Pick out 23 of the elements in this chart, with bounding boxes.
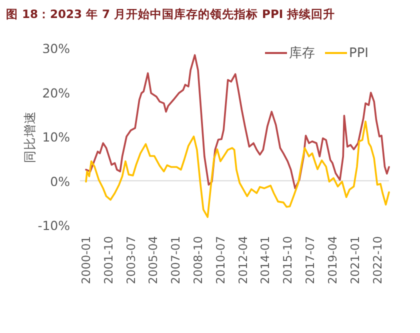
y-tick-label: 0% [50,174,70,189]
x-tick-label: 2015-10 [280,236,295,284]
y-tick-label: 10% [42,130,70,144]
x-tick-label: 2005-04 [146,236,160,284]
x-tick-label: 2012-04 [236,236,250,284]
x-tick-label: 2017-07 [303,236,318,284]
x-tick-label: 2010-07 [213,236,228,284]
y-tick-label: 30% [42,41,70,56]
y-tick-label: 20% [42,85,70,100]
x-tick-label: 2014-01 [258,236,272,284]
x-tick-label: 2000-01 [79,236,93,284]
x-tick-label: 2008-10 [191,236,206,284]
y-axis-title: 同比增速 [22,111,37,163]
x-tick-label: 2001-10 [101,236,116,284]
chart-title: 图 18：2023 年 7 月开始中国库存的领先指标 PPI 持续回升 [6,7,336,21]
x-tick-label: 2021-01 [348,236,362,284]
x-tick-label: 2007-01 [168,236,183,284]
y-tick-label: -10% [38,218,70,233]
x-tick-label: 2022-10 [370,236,384,284]
x-tick-label: 2019-04 [325,236,340,284]
legend-label: 库存 [289,46,315,61]
x-tick-label: 2003-07 [124,236,138,284]
legend-label: PPI [349,46,369,61]
